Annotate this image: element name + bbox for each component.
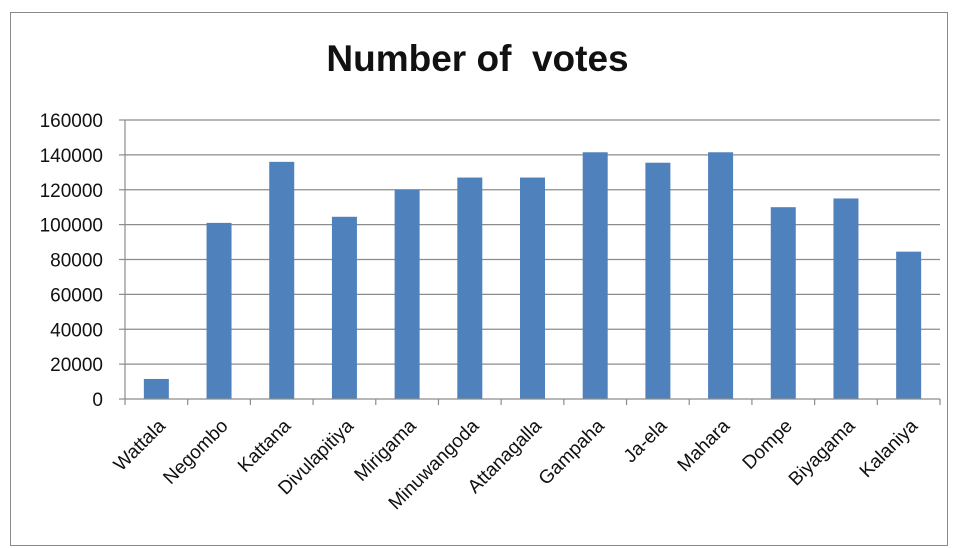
bar-divulapitiya <box>331 216 357 399</box>
y-tick-label: 20000 <box>50 355 103 376</box>
category-label: Ja-ela <box>620 415 672 467</box>
category-label: Mahara <box>674 415 735 476</box>
bar-kalaniya <box>896 251 922 399</box>
bar-mirigama <box>394 189 420 399</box>
category-label: Dompe <box>739 416 797 474</box>
bar-minuwangoda <box>457 177 483 399</box>
bar-gampaha <box>582 152 608 399</box>
bars <box>143 152 922 399</box>
category-label: Gampaha <box>535 415 609 489</box>
category-label: Negombo <box>159 416 232 489</box>
y-tick-label: 80000 <box>50 251 103 272</box>
chart-title: Number of votes <box>326 38 629 79</box>
bar-wattala <box>143 378 169 399</box>
y-tick-label: 100000 <box>40 216 103 237</box>
y-tick-label: 160000 <box>40 111 103 132</box>
bar-dompe <box>770 207 796 399</box>
y-tick-label: 0 <box>92 390 103 411</box>
category-label: Kalaniya <box>856 415 923 482</box>
y-tick-label: 120000 <box>40 181 103 202</box>
category-label: Wattala <box>110 415 170 475</box>
y-tick-labels: 0 20000 40000 60000 80000 100000 120000 140000 1… <box>40 111 103 411</box>
bar-mahara <box>708 152 734 399</box>
y-tick-label: 40000 <box>50 320 103 341</box>
bar-kattana <box>269 161 295 399</box>
bar-attanagalla <box>520 177 545 399</box>
y-tick-label: 140000 <box>40 146 103 167</box>
category-label: Biyagama <box>785 415 860 490</box>
bar-biyagama <box>833 198 859 399</box>
bar-negombo <box>206 222 232 399</box>
axes <box>119 119 941 405</box>
y-tick-label: 60000 <box>50 285 103 306</box>
category-label: Kattana <box>234 415 295 476</box>
bar-ja-ela <box>645 162 671 399</box>
